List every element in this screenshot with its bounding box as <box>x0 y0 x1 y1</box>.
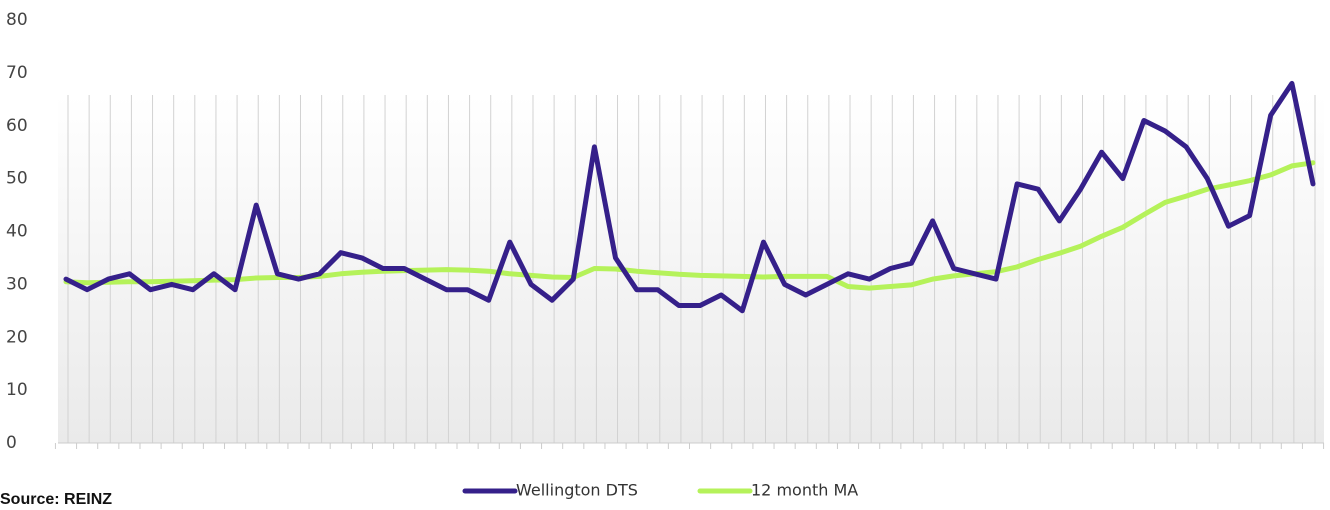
plot-background <box>58 95 1324 443</box>
legend-label: Wellington DTS <box>516 481 638 500</box>
legend-label: 12 month MA <box>751 481 858 500</box>
series-line <box>63 80 1316 314</box>
y-tick-label: 20 <box>6 327 28 347</box>
y-tick-label: 0 <box>6 433 17 453</box>
y-tick-label: 40 <box>6 222 28 242</box>
y-tick-label: 70 <box>6 63 28 83</box>
y-tick-label: 80 <box>6 10 28 30</box>
series-line <box>63 160 1316 291</box>
y-tick-label: 60 <box>6 116 28 136</box>
source: Source: REINZ <box>0 491 112 508</box>
y-tick-label: 10 <box>6 380 28 400</box>
y-tick-label: 30 <box>6 274 28 294</box>
y-tick-label: 50 <box>6 169 28 189</box>
